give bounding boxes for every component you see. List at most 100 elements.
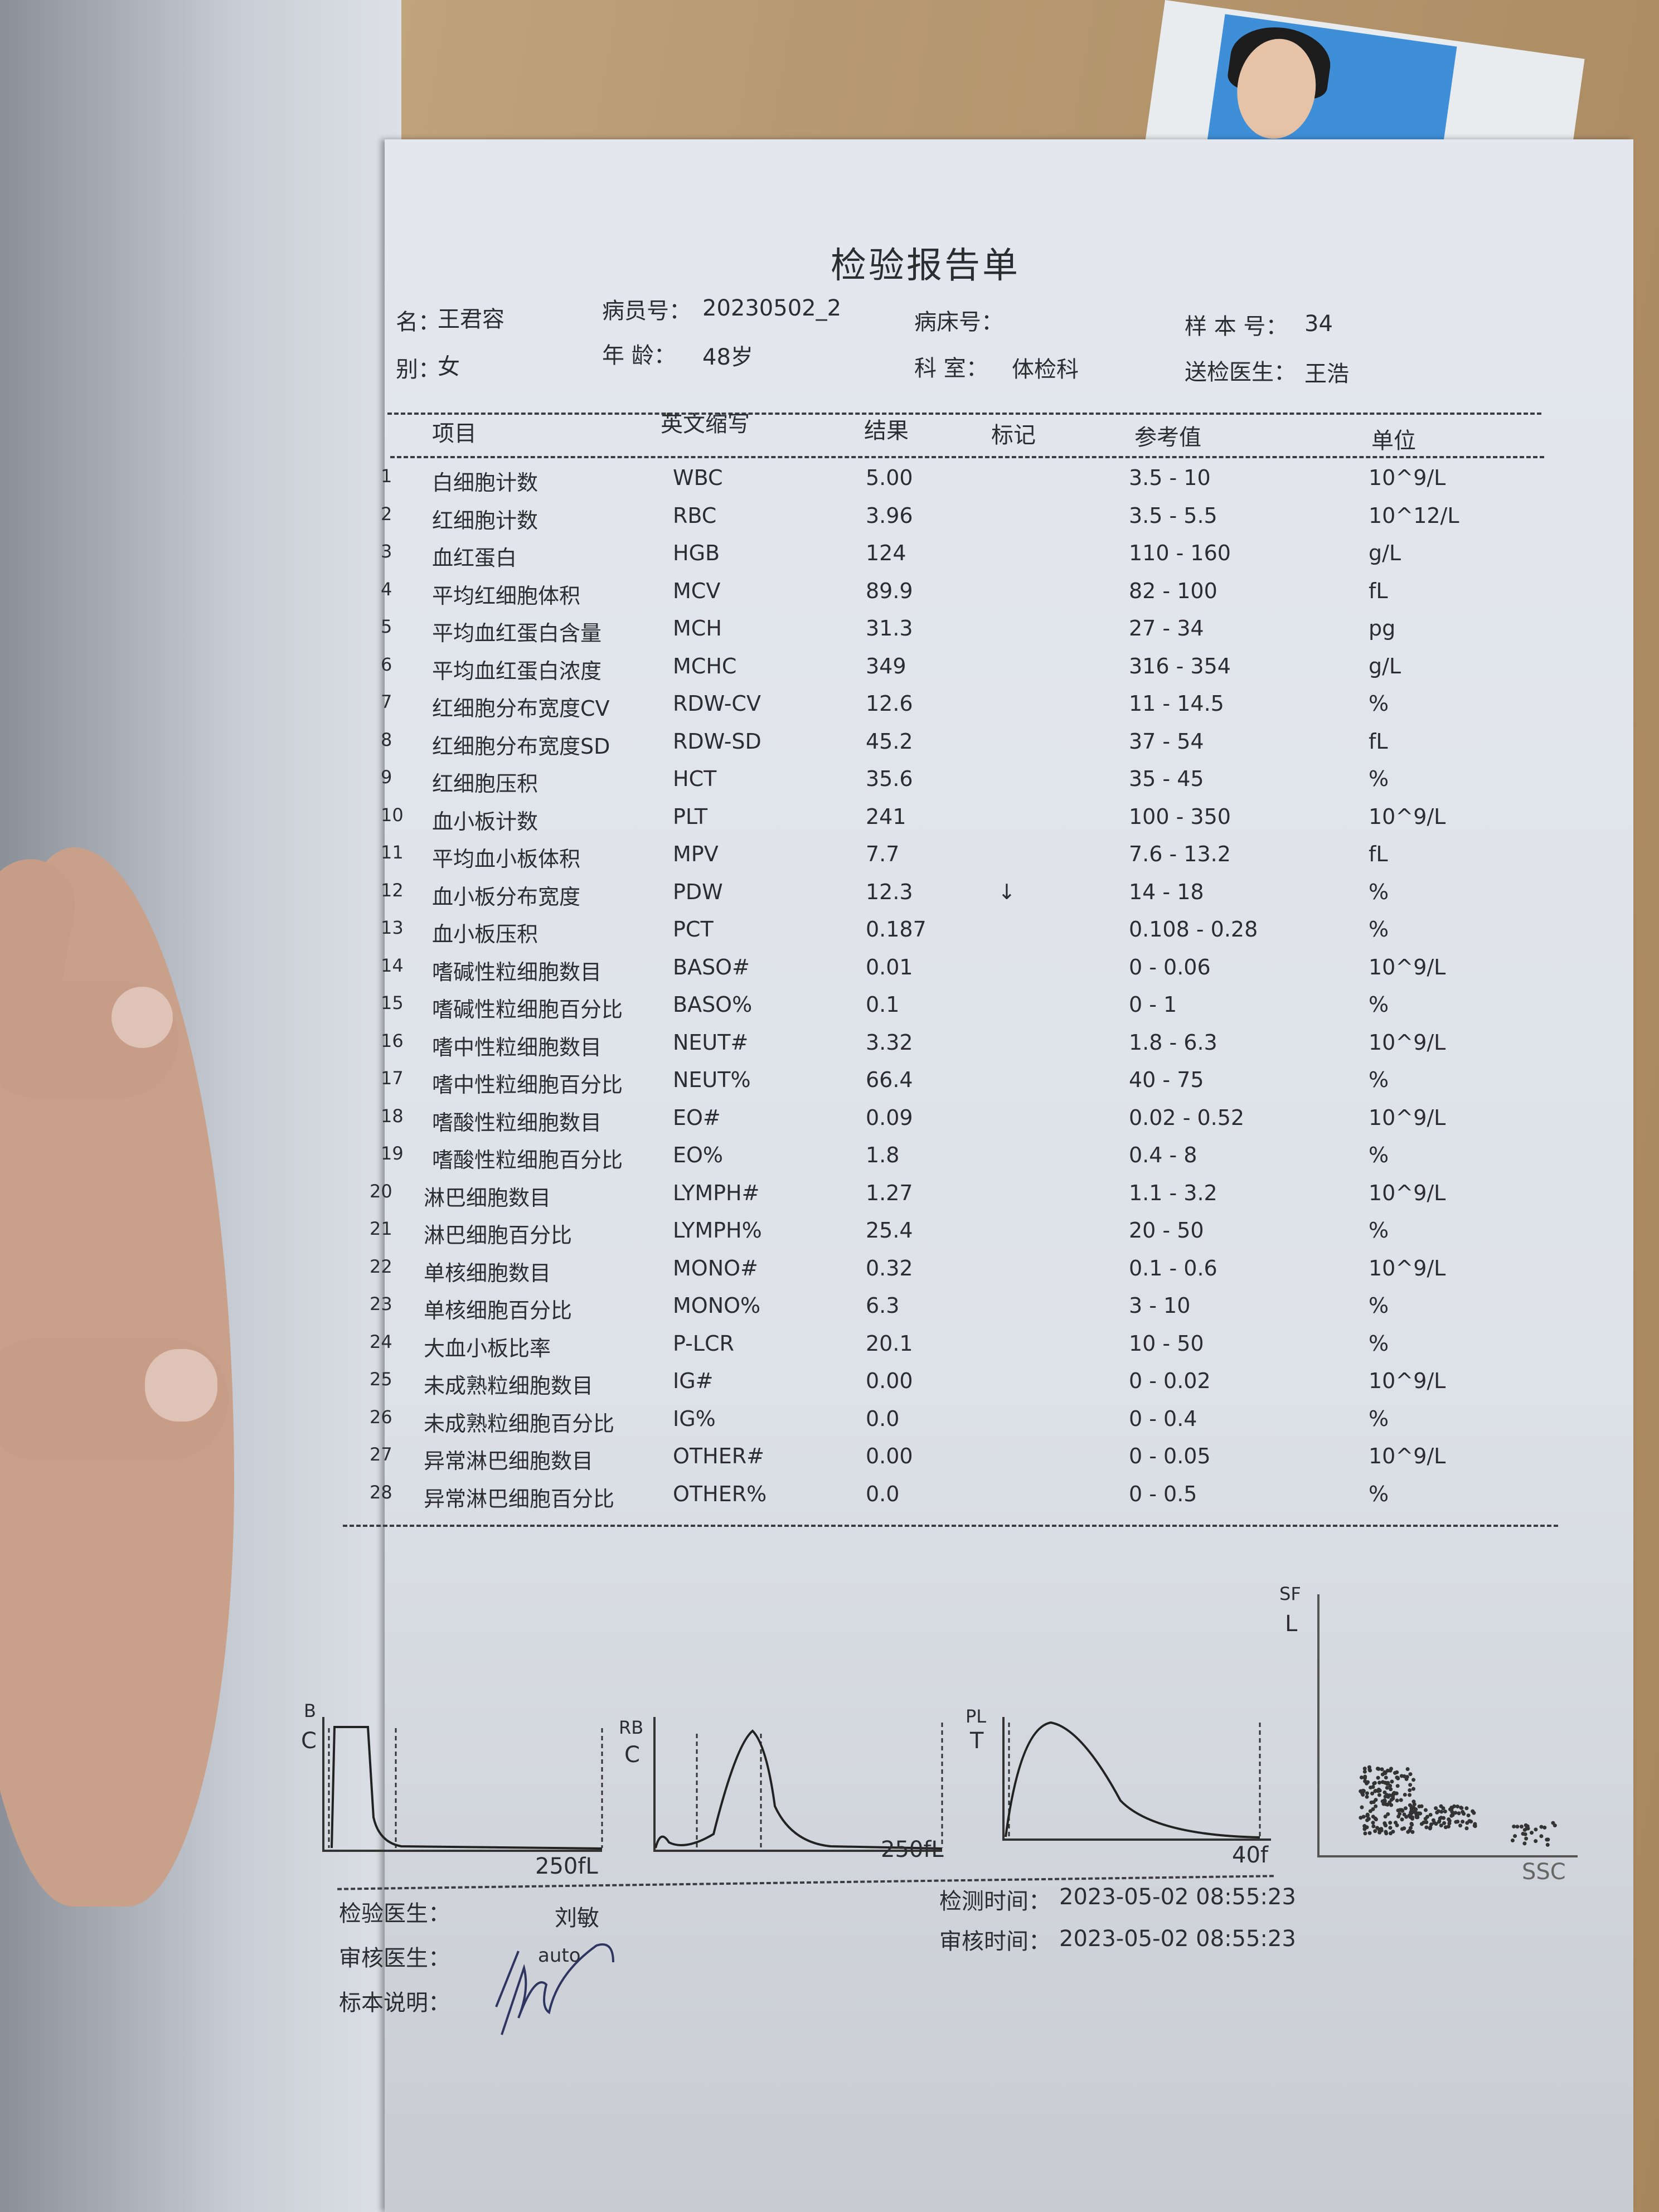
- scatter-point: [1365, 1825, 1369, 1830]
- item-abbr: MCHC: [673, 653, 737, 678]
- scatter-point: [1388, 1800, 1392, 1804]
- scatter-point: [1374, 1788, 1378, 1793]
- table-row: 21 淋巴细胞百分比 LYMPH% 25.4 20 - 50%: [0, 1218, 1659, 1251]
- item-abbr: BASO#: [673, 954, 750, 979]
- scatter-point: [1437, 1820, 1441, 1824]
- age-label: 年 龄：: [602, 343, 676, 368]
- name-label: 名：: [396, 309, 440, 335]
- scatter-x-label: SSC: [1522, 1859, 1566, 1885]
- doctor-label: 送检医生：: [1185, 360, 1296, 385]
- scatter-point: [1408, 1793, 1412, 1797]
- item-result: 6.3: [866, 1293, 900, 1318]
- review-time-label: 审核时间：: [939, 1929, 1051, 1954]
- scatter-point: [1530, 1831, 1534, 1835]
- item-name: 异常淋巴细胞数目: [424, 1449, 594, 1473]
- scatter-point: [1546, 1837, 1550, 1842]
- item-name: 红细胞分布宽度SD: [432, 734, 610, 759]
- item-result: 3.96: [866, 503, 913, 528]
- scatter-point: [1386, 1812, 1390, 1816]
- scatter-point: [1424, 1825, 1429, 1830]
- scatter-point: [1396, 1776, 1400, 1781]
- item-result: 0.0: [866, 1481, 900, 1506]
- table-row: 12 血小板分布宽度 PDW 12.3 ↓ 14 - 18%: [0, 880, 1659, 913]
- table-row: 2 红细胞计数 RBC 3.96 3.5 - 5.5 10^12/L: [0, 503, 1659, 537]
- item-result: 349: [866, 653, 906, 678]
- scatter-point: [1371, 1821, 1375, 1825]
- scatter-y-label-top: SF: [1279, 1583, 1301, 1604]
- scatter-point: [1370, 1791, 1375, 1796]
- scatter-point: [1380, 1767, 1384, 1772]
- scatter-point: [1442, 1821, 1447, 1825]
- item-reference: 1.8 - 6.3: [1129, 1030, 1217, 1055]
- item-unit: fL: [1369, 729, 1388, 754]
- row-number: 22: [370, 1255, 392, 1277]
- patient-no-label: 病员号：: [602, 298, 691, 324]
- item-unit: 10^9/L: [1369, 1105, 1446, 1130]
- item-unit: %: [1369, 1293, 1389, 1318]
- scatter-point: [1385, 1786, 1389, 1790]
- item-unit: %: [1369, 1481, 1389, 1506]
- wbc-scatter-plot: [1317, 1594, 1578, 1857]
- item-name: 嗜酸性粒细胞百分比: [432, 1148, 623, 1172]
- scatter-point: [1384, 1831, 1389, 1836]
- scatter-point: [1459, 1806, 1464, 1810]
- scatter-point: [1384, 1776, 1388, 1780]
- item-flag: ↓: [998, 879, 1016, 904]
- item-unit: %: [1369, 1331, 1389, 1356]
- scatter-point: [1388, 1821, 1393, 1825]
- item-reference: 0 - 0.4: [1129, 1406, 1197, 1431]
- item-unit: %: [1369, 879, 1389, 904]
- scatter-point: [1431, 1818, 1435, 1822]
- scatter-point: [1461, 1820, 1465, 1824]
- item-name: 红细胞计数: [432, 508, 539, 533]
- item-unit: %: [1369, 1068, 1389, 1092]
- item-result: 0.1: [866, 992, 900, 1017]
- item-result: 89.9: [866, 578, 913, 603]
- item-unit: 10^9/L: [1369, 1030, 1446, 1055]
- scatter-y-label: L: [1285, 1611, 1298, 1637]
- item-abbr: PCT: [673, 917, 714, 942]
- scatter-point: [1545, 1842, 1550, 1847]
- scatter-point: [1365, 1791, 1369, 1796]
- scatter-point: [1405, 1767, 1410, 1771]
- item-reference: 27 - 34: [1129, 616, 1204, 641]
- scatter-point: [1399, 1798, 1403, 1802]
- scatter-point: [1409, 1808, 1414, 1812]
- row-number: 8: [381, 729, 392, 750]
- item-reference: 82 - 100: [1129, 578, 1217, 603]
- item-result: 20.1: [866, 1331, 913, 1356]
- row-number: 7: [381, 691, 392, 712]
- item-unit: %: [1369, 767, 1389, 791]
- scatter-point: [1512, 1824, 1516, 1828]
- item-name: 大血小板比率: [424, 1336, 551, 1361]
- scatter-point: [1392, 1791, 1396, 1795]
- table-row: 6 平均血红蛋白浓度 MCHC 349 316 - 354 g/L: [0, 654, 1659, 687]
- item-name: 嗜碱性粒细胞数目: [432, 959, 602, 984]
- item-unit: g/L: [1369, 653, 1401, 678]
- scatter-point: [1409, 1804, 1414, 1809]
- item-name: 血红蛋白: [432, 546, 517, 570]
- scatter-point: [1449, 1807, 1453, 1811]
- row-number: 3: [381, 541, 392, 562]
- header-divider-top: [387, 413, 1541, 415]
- reviewer-signature: [495, 1943, 614, 2035]
- table-row: 26 未成熟粒细胞百分比 IG% 0.0 0 - 0.4%: [0, 1406, 1659, 1440]
- scatter-point: [1376, 1776, 1380, 1780]
- item-reference: 0 - 0.05: [1129, 1444, 1211, 1468]
- scatter-point: [1390, 1779, 1394, 1784]
- item-unit: %: [1369, 691, 1389, 716]
- table-row: 8 红细胞分布宽度SD RDW-SD 45.2 37 - 54 fL: [0, 729, 1659, 763]
- item-reference: 1.1 - 3.2: [1129, 1180, 1217, 1205]
- item-name: 平均血红蛋白含量: [432, 621, 602, 646]
- scatter-point: [1385, 1782, 1389, 1786]
- scatter-point: [1371, 1815, 1375, 1819]
- row-number: 12: [381, 879, 404, 901]
- row-number: 21: [370, 1218, 392, 1239]
- item-abbr: WBC: [673, 465, 723, 490]
- scatter-point: [1425, 1815, 1429, 1819]
- scatter-point: [1439, 1804, 1443, 1808]
- scatter-point: [1419, 1822, 1424, 1826]
- item-reference: 7.6 - 13.2: [1129, 842, 1231, 866]
- scatter-point: [1398, 1808, 1403, 1812]
- item-name: 异常淋巴细胞百分比: [424, 1486, 615, 1511]
